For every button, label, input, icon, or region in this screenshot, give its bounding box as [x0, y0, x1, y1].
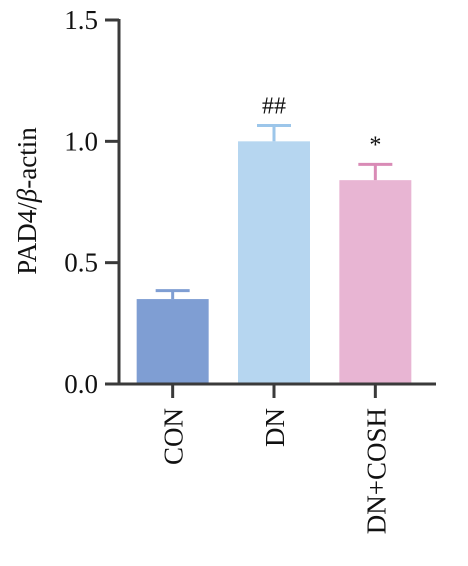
bars-layer — [136, 141, 412, 384]
error-bar — [155, 289, 190, 300]
y-axis-title-part-3: -actin — [12, 127, 42, 189]
bar-con — [136, 299, 209, 384]
annotations-layer: ## * — [262, 94, 381, 159]
y-tick-label: 0.5 — [64, 248, 98, 278]
bar-dn — [238, 141, 310, 384]
error-bar — [358, 162, 393, 181]
x-tick-label: DN+COSH — [361, 408, 391, 534]
y-axis-title-beta: β — [12, 188, 42, 203]
x-axis: CON DN DN+COSH — [117, 382, 436, 534]
y-tick-label: 1.5 — [64, 5, 98, 35]
bar-dn-cosh — [339, 180, 412, 384]
x-tick-label: CON — [159, 408, 189, 465]
x-tick-label: DN — [260, 408, 290, 447]
y-tick-label: 0.0 — [64, 369, 98, 399]
y-axis: 0.0 0.5 1.0 1.5 — [64, 5, 121, 399]
y-axis-title: PAD4/β-actin — [12, 127, 42, 275]
significance-label: * — [369, 132, 381, 158]
y-axis-title-part-1: PAD4/ — [12, 202, 42, 275]
svg-text:PAD4/β-actin: PAD4/β-actin — [12, 127, 42, 275]
error-bars-layer — [155, 124, 393, 300]
error-bar — [257, 124, 291, 142]
y-tick-label: 1.0 — [64, 126, 98, 156]
significance-label: ## — [262, 94, 286, 120]
